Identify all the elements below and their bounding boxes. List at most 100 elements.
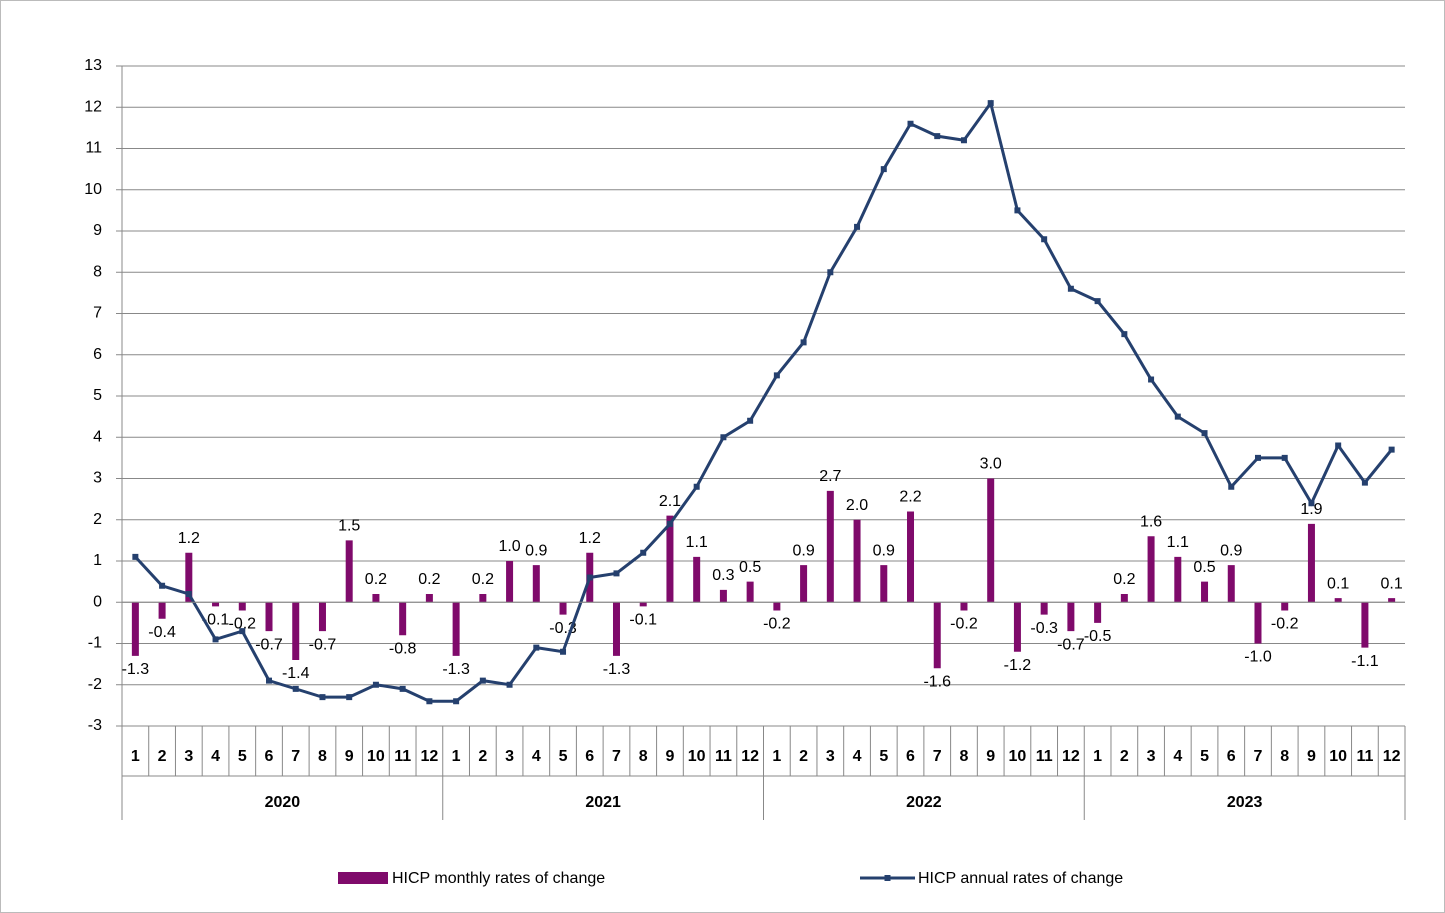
line-marker <box>479 677 486 684</box>
data-label: 2.0 <box>846 497 868 514</box>
x-tick-label: 4 <box>211 748 220 765</box>
bar <box>1040 602 1048 615</box>
data-label: 0.1 <box>1381 575 1403 592</box>
x-tick-label: 3 <box>826 748 835 765</box>
data-label: -1.3 <box>442 661 470 678</box>
data-label: 2.2 <box>899 489 921 506</box>
line-marker <box>1335 442 1342 449</box>
bar <box>479 594 487 603</box>
x-tick-label: 8 <box>318 748 327 765</box>
data-label: 0.2 <box>1113 571 1135 588</box>
line-marker <box>346 694 353 701</box>
x-tick-label: 2 <box>799 748 808 765</box>
bar <box>907 511 915 603</box>
bar <box>1147 536 1155 603</box>
x-tick-label: 4 <box>532 748 541 765</box>
x-tick-label: 2 <box>1120 748 1129 765</box>
data-label: -1.6 <box>923 673 951 690</box>
line-marker <box>372 681 379 688</box>
line-marker <box>880 166 887 173</box>
x-tick-label: 3 <box>505 748 514 765</box>
data-label: 1.1 <box>1167 534 1189 551</box>
legend-label: HICP monthly rates of change <box>392 870 605 887</box>
line-marker <box>1201 430 1208 437</box>
x-tick-label: 9 <box>986 748 995 765</box>
line-marker <box>319 694 326 701</box>
x-tick-label: 7 <box>291 748 300 765</box>
y-tick-label: 6 <box>93 346 102 363</box>
line-marker <box>239 628 246 635</box>
line-marker <box>934 133 941 140</box>
line-marker <box>586 574 593 581</box>
bar <box>452 602 460 656</box>
line-marker <box>960 137 967 144</box>
data-label: -1.1 <box>1351 653 1379 670</box>
line-marker <box>453 698 460 705</box>
data-label: 0.3 <box>712 567 734 584</box>
legend-label: HICP annual rates of change <box>918 870 1123 887</box>
data-label: 0.1 <box>1327 575 1349 592</box>
bar <box>1174 556 1182 603</box>
data-label: 1.6 <box>1140 513 1162 530</box>
data-label: -0.1 <box>629 612 657 629</box>
x-tick-label: 7 <box>933 748 942 765</box>
data-label: 1.2 <box>178 530 200 547</box>
bar <box>960 602 968 611</box>
bar <box>1201 581 1209 603</box>
bar <box>800 565 808 603</box>
x-tick-label: 12 <box>420 748 438 765</box>
line <box>134 99 1393 703</box>
x-tick-label: 4 <box>853 748 862 765</box>
data-label: -1.0 <box>1244 649 1272 666</box>
line-marker <box>1254 454 1261 461</box>
line-marker <box>1148 376 1155 383</box>
data-label: -0.2 <box>763 616 791 633</box>
x-tick-label: 9 <box>665 748 674 765</box>
bar <box>506 561 514 603</box>
data-label: 0.9 <box>873 542 895 559</box>
data-label: 1.9 <box>1300 501 1322 518</box>
line-marker <box>212 636 219 643</box>
x-tick-label: 10 <box>1009 748 1027 765</box>
line-marker <box>666 520 673 527</box>
data-label: -1.3 <box>603 661 631 678</box>
line-marker <box>1388 446 1395 453</box>
data-label: 1.0 <box>498 538 520 555</box>
y-tick-label: 12 <box>84 98 102 115</box>
line-marker <box>640 549 647 556</box>
x-tick-label: 1 <box>452 748 461 765</box>
data-label: 1.2 <box>579 530 601 547</box>
y-tick-label: 9 <box>93 222 102 239</box>
x-tick-label: 5 <box>238 748 247 765</box>
line-marker <box>292 685 299 692</box>
x-tick-label: 2 <box>158 748 167 765</box>
bar <box>318 602 326 632</box>
x-tick-label: 6 <box>585 748 594 765</box>
year-label: 2023 <box>1227 794 1263 811</box>
data-label: -0.8 <box>389 640 417 657</box>
data-label: -1.4 <box>282 665 310 682</box>
line-marker <box>266 677 273 684</box>
bar <box>559 602 567 615</box>
data-label: 0.9 <box>525 542 547 559</box>
y-tick-label: 13 <box>84 57 102 74</box>
line-marker <box>185 591 192 597</box>
y-tick-label: -3 <box>88 717 102 734</box>
line-marker <box>426 698 433 705</box>
bar <box>345 540 353 603</box>
data-label: 0.2 <box>418 571 440 588</box>
legend-marker <box>884 875 891 881</box>
x-tick-label: 4 <box>1173 748 1182 765</box>
legend-swatch <box>338 872 388 884</box>
year-label: 2020 <box>265 794 301 811</box>
bar <box>1013 602 1021 652</box>
bar <box>185 552 193 603</box>
line-marker <box>1281 454 1288 461</box>
x-tick-label: 9 <box>1307 748 1316 765</box>
x-tick-label: 5 <box>879 748 888 765</box>
line-marker <box>827 269 834 276</box>
x-tick-label: 6 <box>265 748 274 765</box>
line-marker <box>1067 285 1074 292</box>
x-tick-label: 11 <box>715 748 732 765</box>
x-tick-label: 7 <box>1254 748 1263 765</box>
